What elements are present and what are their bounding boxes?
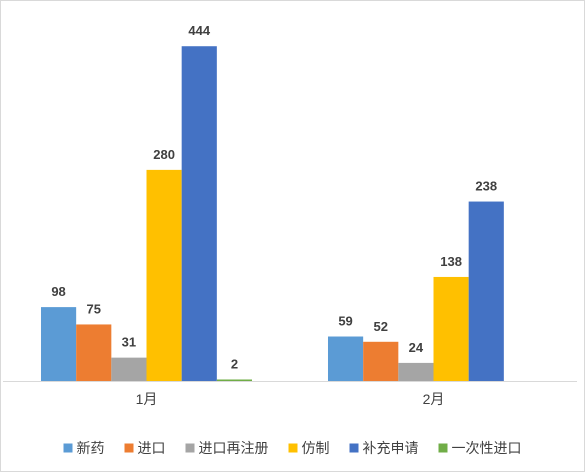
data-label-s4-c1: 280 <box>153 147 175 162</box>
data-label-s1-c1: 98 <box>51 284 65 299</box>
legend-label-1: 新药 <box>77 440 105 456</box>
legend-label-3: 进口再注册 <box>199 440 269 456</box>
legend-swatch-3 <box>185 443 195 453</box>
legend: 新药 进口 进口再注册 仿制 补充申请 一次性进口 <box>63 440 522 456</box>
bar-s5-c2 <box>468 201 504 381</box>
data-label-s5-c2: 238 <box>475 179 497 194</box>
data-label-s1-c2: 59 <box>338 314 352 329</box>
legend-label-5: 补充申请 <box>363 440 419 456</box>
legend-item-3: 进口再注册 <box>185 440 269 456</box>
legend-swatch-2 <box>124 443 134 453</box>
legend-item-6: 一次性进口 <box>438 440 522 456</box>
legend-swatch-5 <box>349 443 359 453</box>
bar-s4-c2 <box>433 276 469 381</box>
bar-s1-c2 <box>327 336 364 381</box>
legend-item-4: 仿制 <box>288 440 330 456</box>
x-tick-label-2: 2月 <box>423 391 445 407</box>
legend-item-2: 进口 <box>124 440 166 456</box>
data-label-s6-c1: 2 <box>231 356 238 371</box>
bar-s6-c1 <box>216 379 253 381</box>
legend-label-2: 进口 <box>138 440 166 456</box>
data-label-s3-c2: 24 <box>409 340 424 355</box>
data-label-s2-c2: 52 <box>374 319 388 334</box>
data-label-s3-c1: 31 <box>122 335 136 350</box>
legend-item-1: 新药 <box>63 440 105 456</box>
bar-s1-c1 <box>40 307 77 381</box>
legend-label-6: 一次性进口 <box>452 440 522 456</box>
bars-layer <box>40 46 504 381</box>
bar-s2-c2 <box>363 341 399 381</box>
x-axis: 1月 2月 <box>3 381 577 407</box>
data-label-s2-c1: 75 <box>87 301 101 316</box>
legend-swatch-6 <box>438 443 448 453</box>
legend-swatch-4 <box>288 443 298 453</box>
bar-s3-c1 <box>111 357 147 381</box>
x-tick-label-1: 1月 <box>136 391 158 407</box>
legend-swatch-1 <box>63 443 73 453</box>
bar-s3-c2 <box>398 362 434 381</box>
data-labels-layer: 98 59 75 52 31 24 280 138 444 238 2 <box>51 23 497 371</box>
data-label-s5-c1: 444 <box>188 23 210 38</box>
legend-label-4: 仿制 <box>302 440 330 456</box>
bar-s4-c1 <box>146 169 182 381</box>
legend-item-5: 补充申请 <box>349 440 419 456</box>
bar-s2-c1 <box>76 324 112 381</box>
bar-s5-c1 <box>181 46 217 381</box>
data-label-s4-c2: 138 <box>440 254 462 269</box>
